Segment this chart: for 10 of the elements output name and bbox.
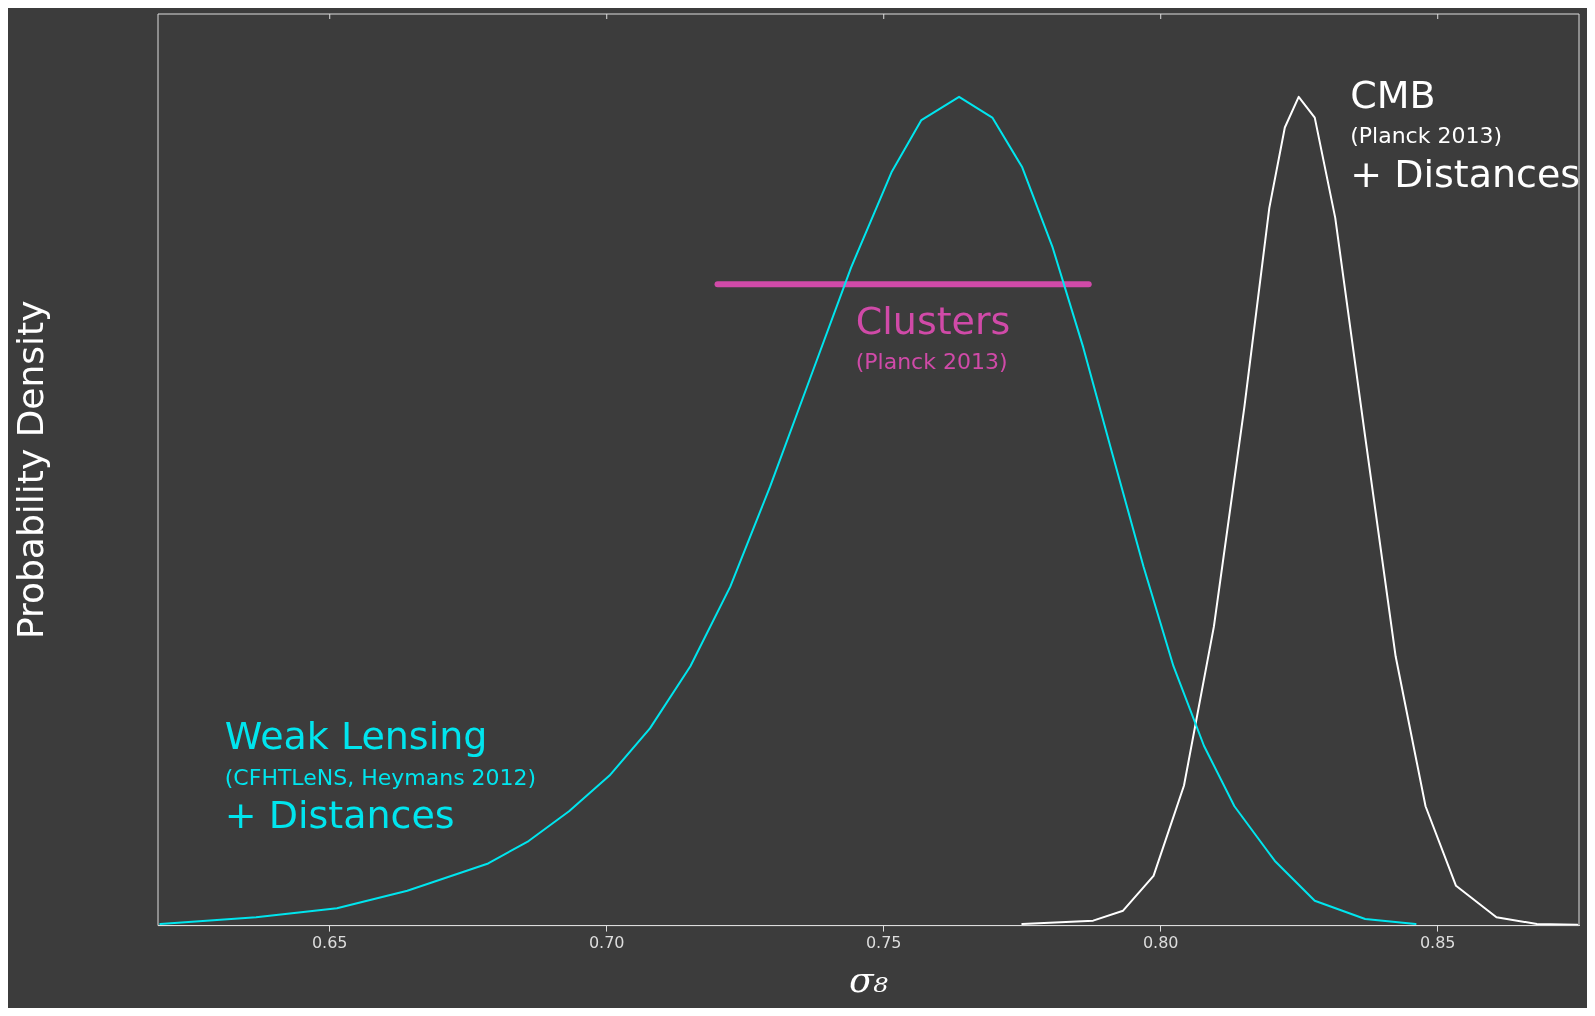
x-tick-label: 0.80 xyxy=(1142,933,1179,953)
x-axis-title: σ₈ xyxy=(848,958,889,1000)
x-tick-label: 0.65 xyxy=(311,933,348,953)
annotation: Weak Lensing (CFHTLeNS, Heymans 2012) + Distances xyxy=(224,714,537,838)
x-tick-label: 0.70 xyxy=(588,933,625,953)
x-tick-label: 0.85 xyxy=(1419,933,1456,953)
x-tick-label: 0.75 xyxy=(865,933,902,953)
annotation: CMB (Planck 2013) + Distances xyxy=(1350,72,1581,196)
annotation: Clusters (Planck 2013) xyxy=(855,298,1011,375)
y-axis-title: Probability Density xyxy=(9,300,51,640)
